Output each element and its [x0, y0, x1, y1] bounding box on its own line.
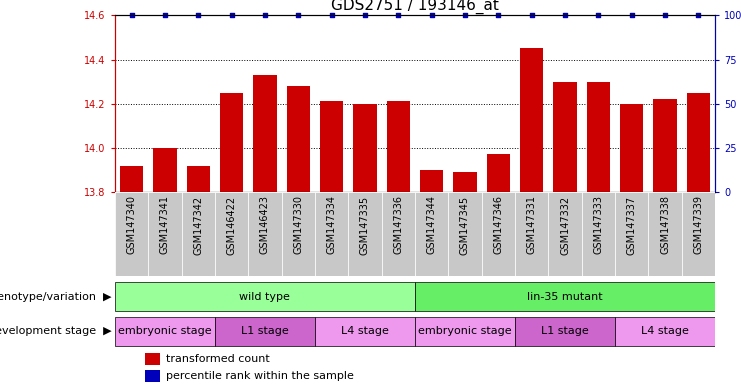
Bar [548, 192, 582, 276]
Point [292, 12, 304, 18]
Point [625, 12, 637, 18]
Text: GSM147346: GSM147346 [494, 195, 503, 254]
Bar [248, 192, 282, 276]
Text: GSM147338: GSM147338 [660, 195, 670, 254]
Bar [420, 170, 443, 192]
Bar [482, 192, 515, 276]
Point [559, 12, 571, 18]
Text: GSM147331: GSM147331 [527, 195, 536, 254]
Bar [287, 86, 310, 192]
Point [192, 12, 204, 18]
Text: L1 stage: L1 stage [541, 326, 589, 336]
Point [392, 12, 404, 18]
Text: embryonic stage: embryonic stage [418, 326, 512, 336]
Bar [187, 166, 210, 192]
Point [259, 12, 270, 18]
Text: GSM147341: GSM147341 [160, 195, 170, 254]
Text: GSM147336: GSM147336 [393, 195, 403, 254]
Point [359, 12, 370, 18]
Bar [620, 104, 643, 192]
Bar [315, 316, 415, 346]
Text: GSM147342: GSM147342 [193, 195, 203, 255]
Text: lin-35 mutant: lin-35 mutant [527, 291, 603, 302]
Point [425, 12, 437, 18]
Point [692, 12, 704, 18]
Bar [320, 101, 343, 192]
Text: GSM147333: GSM147333 [594, 195, 603, 254]
Text: GSM147334: GSM147334 [327, 195, 336, 254]
Bar [515, 192, 548, 276]
Text: GSM147332: GSM147332 [560, 195, 570, 255]
Bar [615, 316, 715, 346]
Bar [554, 81, 576, 192]
Title: GDS2751 / 193146_at: GDS2751 / 193146_at [331, 0, 499, 14]
Text: GSM146423: GSM146423 [260, 195, 270, 254]
Point [125, 12, 138, 18]
Bar [115, 316, 215, 346]
Bar [282, 192, 315, 276]
Text: L1 stage: L1 stage [241, 326, 289, 336]
Bar [448, 192, 482, 276]
Point [159, 12, 170, 18]
Bar [687, 93, 710, 192]
Text: GSM147337: GSM147337 [627, 195, 637, 255]
Text: GSM147345: GSM147345 [460, 195, 470, 255]
Text: L4 stage: L4 stage [641, 326, 689, 336]
Text: GSM147330: GSM147330 [293, 195, 303, 254]
Text: development stage  ▶: development stage ▶ [0, 326, 111, 336]
Point [325, 12, 337, 18]
Bar [415, 192, 448, 276]
Bar [182, 192, 215, 276]
Text: GSM147339: GSM147339 [694, 195, 703, 254]
Bar [153, 148, 176, 192]
Text: embryonic stage: embryonic stage [118, 326, 212, 336]
Bar [682, 192, 715, 276]
Bar [348, 192, 382, 276]
Text: GSM147335: GSM147335 [360, 195, 370, 255]
Bar [382, 192, 415, 276]
Point [592, 12, 604, 18]
Bar [315, 192, 348, 276]
Point [659, 12, 671, 18]
Bar [415, 282, 715, 311]
Text: genotype/variation  ▶: genotype/variation ▶ [0, 291, 111, 302]
Text: wild type: wild type [239, 291, 290, 302]
Bar [115, 192, 148, 276]
Bar [144, 353, 160, 365]
Point [225, 12, 237, 18]
Bar [615, 192, 648, 276]
Bar [520, 48, 543, 192]
Bar [654, 99, 677, 192]
Bar [215, 192, 248, 276]
Point [525, 12, 537, 18]
Text: transformed count: transformed count [166, 354, 270, 364]
Bar [215, 316, 315, 346]
Text: GSM147340: GSM147340 [127, 195, 136, 254]
Bar [115, 282, 415, 311]
Point [459, 12, 471, 18]
Bar [148, 192, 182, 276]
Bar [353, 104, 376, 192]
Bar [120, 166, 143, 192]
Bar [220, 93, 243, 192]
Text: GSM146422: GSM146422 [227, 195, 236, 255]
Bar [453, 172, 476, 192]
Bar [515, 316, 615, 346]
Bar [487, 154, 510, 192]
Text: percentile rank within the sample: percentile rank within the sample [166, 371, 353, 381]
Text: L4 stage: L4 stage [341, 326, 389, 336]
Bar [415, 316, 515, 346]
Bar [387, 101, 410, 192]
Bar [582, 192, 615, 276]
Bar [648, 192, 682, 276]
Bar [253, 75, 276, 192]
Point [492, 12, 504, 18]
Bar [144, 370, 160, 382]
Bar [587, 81, 610, 192]
Text: GSM147344: GSM147344 [427, 195, 436, 254]
